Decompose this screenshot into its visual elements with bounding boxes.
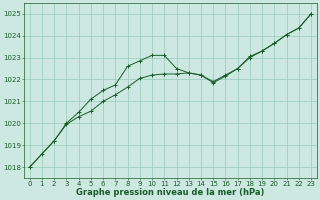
X-axis label: Graphe pression niveau de la mer (hPa): Graphe pression niveau de la mer (hPa) <box>76 188 265 197</box>
